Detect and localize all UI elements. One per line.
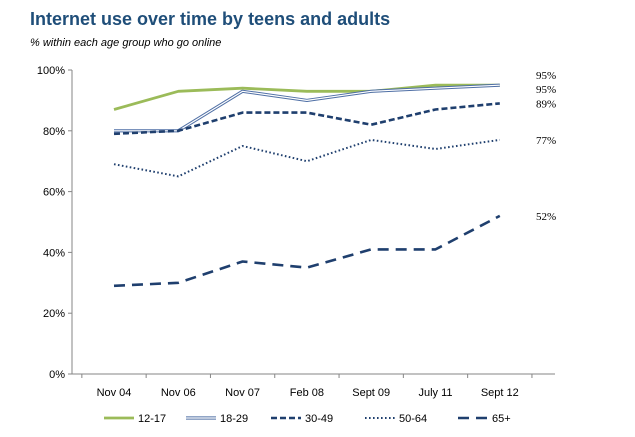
x-tick-label: Sept 12 (481, 387, 519, 399)
x-tick-label: Nov 06 (161, 387, 196, 399)
x-tick-label: Nov 07 (225, 387, 260, 399)
y-tick-label: 100% (37, 65, 65, 77)
end-value-label: 77% (536, 135, 556, 147)
end-value-label: 89% (536, 98, 556, 110)
chart-subtitle: % within each age group who go online (30, 37, 222, 49)
chart-title: Internet use over time by teens and adul… (30, 9, 391, 29)
series-line-30-49 (113, 102, 500, 136)
legend-label: 12-17 (138, 413, 166, 425)
legend-label: 30-49 (305, 413, 333, 425)
series-line-12-17 (113, 83, 500, 111)
series-line-65 (113, 214, 501, 288)
x-tick-label: Nov 04 (97, 387, 132, 399)
chart-legend: 12-17 18-29 30-49 50-64 65+ (104, 413, 511, 425)
plot-area: 95% 95% 89% 77% 52% (113, 70, 556, 288)
end-value-label: 95% (536, 84, 556, 96)
chart-axes: 0% 20% 40% 60% 80% 100% Nov 04 Nov 06 Nov 07 Feb … (37, 65, 555, 399)
x-tick-label: Feb 08 (290, 387, 324, 399)
end-value-label: 95% (536, 70, 556, 82)
y-tick-label: 0% (49, 369, 65, 381)
y-tick-label: 40% (43, 247, 65, 259)
y-tick-label: 20% (43, 308, 65, 320)
legend-label: 18-29 (220, 413, 248, 425)
y-tick-label: 80% (43, 126, 65, 138)
end-value-label: 52% (536, 211, 556, 223)
x-tick-label: July 11 (418, 387, 452, 399)
y-tick-label: 60% (43, 187, 65, 199)
legend-label: 50-64 (399, 413, 427, 425)
x-tick-label: Sept 09 (352, 387, 390, 399)
series-line-50-64 (113, 138, 500, 178)
legend-label: 65+ (492, 413, 511, 425)
